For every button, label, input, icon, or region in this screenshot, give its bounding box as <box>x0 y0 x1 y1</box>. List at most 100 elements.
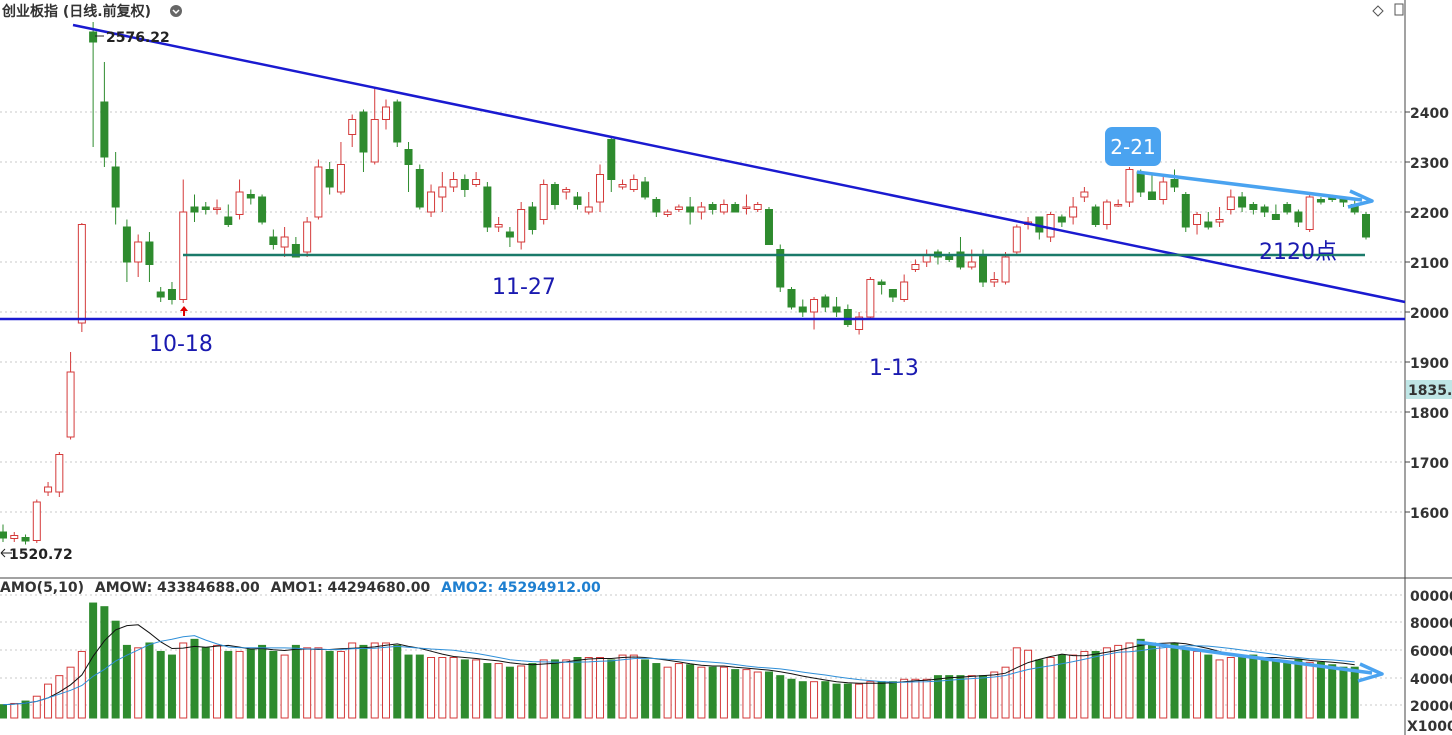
candle-body <box>967 261 976 268</box>
volume-bar <box>1091 650 1100 719</box>
svg-text:1835.: 1835. <box>1408 383 1452 399</box>
volume-unit-label: X1000 <box>1407 719 1452 735</box>
volume-bar <box>0 704 7 719</box>
volume-bar <box>314 647 323 719</box>
candle-body <box>719 204 728 213</box>
volume-bar <box>494 663 503 719</box>
candle-body <box>787 289 796 308</box>
candle-body <box>832 306 841 313</box>
candle-body <box>449 179 458 188</box>
volume-bar <box>1102 647 1111 719</box>
volume-bar <box>753 671 762 719</box>
volume-bar <box>843 683 852 719</box>
candle-body <box>1271 214 1280 220</box>
volume-bar <box>336 650 345 719</box>
candle-body <box>888 289 897 298</box>
candle-body <box>1226 196 1235 210</box>
candle-body <box>1193 214 1202 225</box>
candle-body <box>269 236 278 245</box>
volume-bar <box>911 678 920 719</box>
volume-bar <box>1125 642 1134 719</box>
candle-body <box>291 244 300 258</box>
volume-bar <box>641 659 650 719</box>
date-label-10-18: 10-18 <box>149 332 213 357</box>
volume-bar <box>1305 661 1314 719</box>
volume-bar <box>697 666 706 719</box>
candle-body <box>1339 199 1348 203</box>
price-tick-label: 2000 <box>1410 306 1449 322</box>
volume-bar <box>1147 642 1156 719</box>
volume-bar <box>156 650 165 719</box>
candle-body <box>111 166 120 208</box>
candle-body <box>584 206 593 213</box>
volume-bar <box>979 675 988 719</box>
volume-bar <box>44 683 53 719</box>
candle-body <box>697 206 706 213</box>
candle-body <box>1215 219 1224 223</box>
volume-bar <box>280 654 289 719</box>
volume-bar <box>821 681 830 719</box>
volume-bar <box>933 675 942 719</box>
candle-body <box>900 281 909 300</box>
candle-body <box>596 174 605 203</box>
volume-bar <box>539 659 548 719</box>
volume-bar <box>1069 654 1078 719</box>
candle-body <box>0 531 7 539</box>
volume-bar <box>1159 644 1168 719</box>
candle-body <box>213 207 222 210</box>
low-marker <box>0 548 12 558</box>
volume-bar <box>832 683 841 719</box>
candle-body <box>776 249 785 288</box>
volume-bar <box>990 671 999 719</box>
price-tick-label: 1600 <box>1410 506 1449 522</box>
volume-bar <box>1204 654 1213 719</box>
candle-body <box>990 279 999 283</box>
volume-bar <box>1226 657 1235 719</box>
volume-bar <box>618 654 627 719</box>
volume-bar <box>483 663 492 719</box>
chart-title: 创业板指 (日线.前复权) <box>1 3 151 20</box>
volume-bar <box>1339 666 1348 719</box>
volume-bar <box>708 666 717 719</box>
volume-bar <box>1181 647 1190 719</box>
volume-bar <box>719 666 728 719</box>
volume-bar <box>449 657 458 719</box>
candle-body <box>843 309 852 325</box>
volume-bar <box>1316 661 1325 719</box>
volume-bar <box>629 654 638 719</box>
candle-body <box>427 191 436 213</box>
candle-body <box>742 206 751 209</box>
level-label-2120: 2120点 <box>1259 240 1337 265</box>
candle-body <box>348 119 357 135</box>
volume-bar <box>1001 666 1010 719</box>
candle-body <box>979 254 988 283</box>
volume-bar <box>674 663 683 719</box>
volume-bar <box>224 650 233 719</box>
volume-bar <box>438 657 447 719</box>
candle-body <box>336 164 345 193</box>
volume-bar <box>393 644 402 719</box>
candle-body <box>66 371 75 438</box>
current-price-badge: 1835. <box>1406 380 1452 399</box>
candle-body <box>359 111 368 153</box>
volume-bar <box>89 602 98 719</box>
candle-body <box>32 501 41 541</box>
title-dropdown-icon[interactable] <box>170 5 182 17</box>
candle-body <box>370 119 379 163</box>
candle-body <box>1204 221 1213 228</box>
candle-body <box>483 186 492 228</box>
volume-bar <box>1035 659 1044 719</box>
candle-body <box>258 196 267 223</box>
candle-body <box>810 299 819 313</box>
candle-body <box>562 189 571 193</box>
candle-body <box>1069 206 1078 218</box>
candle-body <box>674 206 683 210</box>
volume-bar <box>866 681 875 719</box>
price-tick-label: 1800 <box>1410 406 1449 422</box>
volume-bar <box>1193 650 1202 719</box>
volume-tick-label: 60000 <box>1410 644 1452 660</box>
